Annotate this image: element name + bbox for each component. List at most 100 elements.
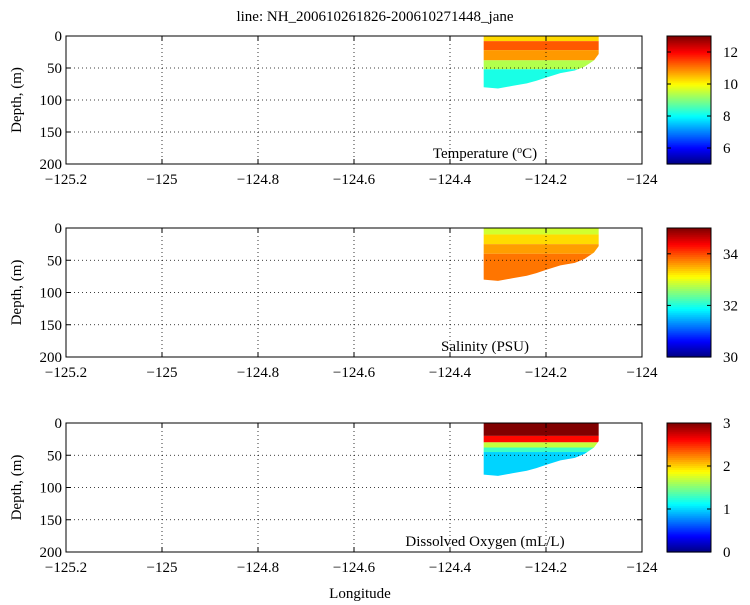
panel-oxygen: −125.2 −125 −124.8 −124.6 −124.4 −124.2 −124 0 5… [9,416,731,576]
colorbar-swatch [667,334,711,338]
x-tick-label: −125.2 [45,172,87,188]
colorbar-swatch [667,459,711,462]
colorbar-swatch [667,501,711,505]
colorbar-swatch [667,108,711,111]
colorbar-swatch [667,284,711,288]
colorbar-swatch [667,342,711,346]
colorbar-swatch [667,441,711,444]
colorbar-swatch [667,485,711,489]
colorbar-swatch [667,433,711,436]
colorbar-swatch [667,66,711,69]
colorbar-swatch [667,162,711,165]
colorbar-swatch [667,547,711,551]
colorbar-swatch [667,354,711,358]
colorbar-swatch [667,248,711,251]
colorbar-swatch [667,52,711,55]
colorbar-swatch [667,340,711,344]
colorbar-swatch [667,230,711,233]
colorbar-swatch [667,146,711,149]
colorbar-swatch [667,274,711,277]
x-tick-label: −125 [147,172,178,188]
colorbar-swatch [667,296,711,300]
colorbar-swatch [667,449,711,452]
y-axis-label: Depth, (m) [9,260,25,326]
x-tick-label: −124.8 [237,560,279,576]
colorbar-swatch [667,300,711,304]
colorbar-tick-label: 32 [723,298,738,314]
colorbar-swatch [667,475,711,479]
colorbar-swatch [667,80,711,83]
colorbar-swatch [667,497,711,501]
y-tick-label: 100 [40,481,63,497]
colorbar-swatch [667,228,711,231]
colorbar-swatch [667,519,711,523]
colorbar-swatch [667,138,711,141]
y-tick-label: 50 [47,61,62,77]
colorbar-swatch [667,234,711,237]
colorbar-swatch [667,298,711,302]
colorbar-tick-label: 34 [723,247,739,263]
colorbar-swatch [667,292,711,296]
colorbar-swatch [667,328,711,332]
colorbar-swatch [667,429,711,432]
x-tick-label: −124.8 [237,365,279,381]
y-axis-label: Depth, (m) [9,455,25,521]
colorbar-swatch [667,106,711,109]
colorbar-swatch [667,158,711,161]
colorbar-tick-label: 0 [723,545,731,561]
y-tick-label: 150 [40,125,63,141]
colorbar-swatch [667,96,711,99]
colorbar-swatch [667,122,711,125]
colorbar-frame [666,227,712,358]
colorbar-swatch [667,60,711,63]
colorbar-swatch [667,92,711,95]
colorbar-swatch [667,302,711,306]
colorbar-swatch [667,50,711,53]
colorbar-swatch [667,324,711,328]
figure-title: line: NH_200610261826-200610271448_jane [236,9,513,25]
colorbar-swatch [667,288,711,292]
colorbar-swatch [667,427,711,430]
colorbar-swatch [667,308,711,312]
colorbar-swatch [667,521,711,525]
colorbar-swatch [667,332,711,336]
x-tick-label: −124.4 [429,560,472,576]
colorbar-swatch [667,463,711,466]
x-tick-label: −124 [627,172,658,188]
colorbar-swatch [667,120,711,123]
colorbar-swatch [667,316,711,320]
y-tick-label: 100 [40,286,63,302]
panel-salinity: −125.2 −125 −124.8 −124.6 −124.4 −124.2 −124 0 5… [9,221,739,381]
colorbar-swatch [667,541,711,545]
colorbar-swatch [667,54,711,57]
colorbar-swatch [667,142,711,145]
colorbar-swatch [667,286,711,290]
colorbar-swatch [667,114,711,117]
x-tick-label: −124.6 [333,172,376,188]
colorbar-tick-label: 6 [723,141,731,157]
colorbar-swatch [667,64,711,67]
colorbar-swatch [667,118,711,121]
colorbar-swatch [667,338,711,342]
colorbar-swatch [667,320,711,324]
colorbar-swatch [667,240,711,243]
colorbar-swatch [667,467,711,470]
colorbar-swatch [667,493,711,497]
colorbar-swatch [667,246,711,249]
colorbar-swatch [667,282,711,286]
colorbar-swatch [667,350,711,354]
colorbar-swatch [667,280,711,284]
colorbar-swatch [667,539,711,543]
section-layer [483,435,599,443]
x-tick-label: −124.2 [525,365,567,381]
colorbar-swatch [667,318,711,322]
colorbar-swatch [667,469,711,472]
section-layer [483,228,599,235]
colorbar-swatch [667,36,711,39]
colorbar-swatch [667,152,711,155]
colorbar-swatch [667,431,711,434]
colorbar-swatch [667,457,711,460]
colorbar-swatch [667,40,711,43]
colorbar-swatch [667,100,711,103]
colorbar-swatch [667,523,711,527]
